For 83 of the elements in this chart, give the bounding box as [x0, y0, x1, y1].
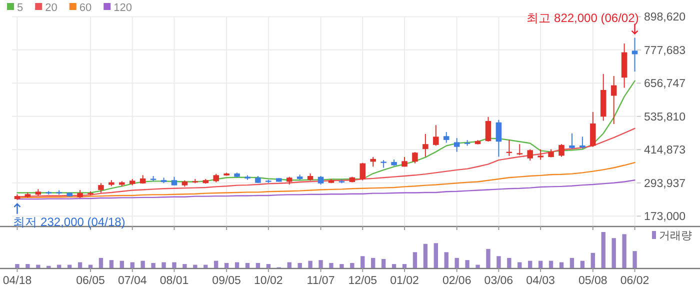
y-tick-label: 173,000	[644, 211, 686, 224]
legend-label: 거래량	[659, 230, 692, 242]
bar	[538, 260, 543, 268]
y-tick-label: 293,937	[644, 178, 686, 190]
bar	[287, 262, 292, 268]
bar	[392, 264, 396, 268]
bar	[444, 252, 448, 268]
bar	[26, 264, 30, 268]
bar	[245, 262, 250, 268]
legend-label: 120	[114, 2, 132, 14]
x-tick-label: 06/05	[76, 275, 105, 287]
x-tick-label: 12/05	[348, 275, 378, 287]
bar	[590, 252, 595, 268]
bar	[412, 252, 418, 268]
annotation: 최고 822,000 (06/02)	[526, 10, 639, 25]
bar	[371, 258, 376, 268]
bar	[329, 262, 334, 268]
bar	[548, 260, 554, 268]
bar	[465, 260, 470, 268]
bar	[109, 260, 114, 268]
x-tick-label: 06/02	[620, 275, 650, 287]
bar	[98, 258, 104, 268]
bar	[15, 264, 20, 268]
bar	[36, 264, 40, 268]
bar	[632, 251, 637, 268]
x-tick-label: 04/03	[526, 275, 555, 287]
y-tick-label: 656,747	[644, 78, 686, 90]
x-tick-label: 07/04	[118, 275, 148, 287]
bar	[360, 256, 365, 268]
bar	[298, 262, 302, 268]
bar	[559, 262, 564, 268]
bar	[402, 264, 407, 268]
bar	[381, 259, 386, 268]
bar	[496, 256, 501, 268]
bar	[601, 232, 606, 268]
bar	[612, 238, 616, 268]
legend: 거래량	[652, 230, 692, 242]
bar	[318, 260, 323, 268]
legend-label: 5	[17, 2, 24, 14]
bar	[507, 258, 512, 268]
legend-label: 60	[79, 2, 92, 14]
bar	[622, 234, 626, 268]
x-tick-label: 05/08	[578, 275, 608, 287]
x-tick-label: 10/02	[254, 275, 283, 287]
x-tick-label: 01/02	[390, 275, 419, 287]
y-tick-label: 535,810	[644, 111, 686, 124]
x-tick-label: 11/07	[306, 275, 335, 287]
bar	[78, 262, 82, 268]
x-tick-label: 04/18	[2, 275, 32, 287]
bar	[193, 264, 198, 268]
bar	[234, 262, 240, 268]
bar	[486, 248, 490, 268]
bar	[454, 258, 459, 268]
bar	[476, 264, 480, 268]
bar	[528, 260, 532, 268]
x-tick-label: 09/05	[212, 275, 241, 287]
x-tick-label: 03/06	[484, 275, 514, 287]
bar	[266, 264, 271, 268]
bar	[518, 262, 522, 268]
bar	[434, 243, 438, 268]
bar	[423, 244, 428, 268]
y-tick-label: 777,683	[644, 44, 686, 57]
bar	[340, 264, 344, 268]
bar	[214, 260, 218, 268]
bar	[162, 262, 166, 268]
bar	[256, 262, 260, 268]
bar	[308, 260, 312, 268]
bar	[182, 264, 187, 268]
y-tick-label: 898,620	[644, 12, 686, 24]
bar	[120, 260, 124, 268]
bar	[140, 260, 145, 268]
x-tick-label: 08/01	[160, 275, 189, 287]
bar	[570, 258, 574, 268]
bar	[350, 262, 354, 268]
y-tick-label: 414,873	[644, 144, 686, 157]
bar	[151, 262, 156, 268]
bar	[580, 260, 585, 268]
x-tick-label: 02/06	[442, 275, 472, 287]
bar	[224, 262, 229, 268]
annotation: 최저 232,000 (04/18)	[13, 214, 126, 229]
bar	[172, 262, 176, 268]
bar	[130, 262, 134, 268]
legend-label: 20	[45, 2, 58, 14]
